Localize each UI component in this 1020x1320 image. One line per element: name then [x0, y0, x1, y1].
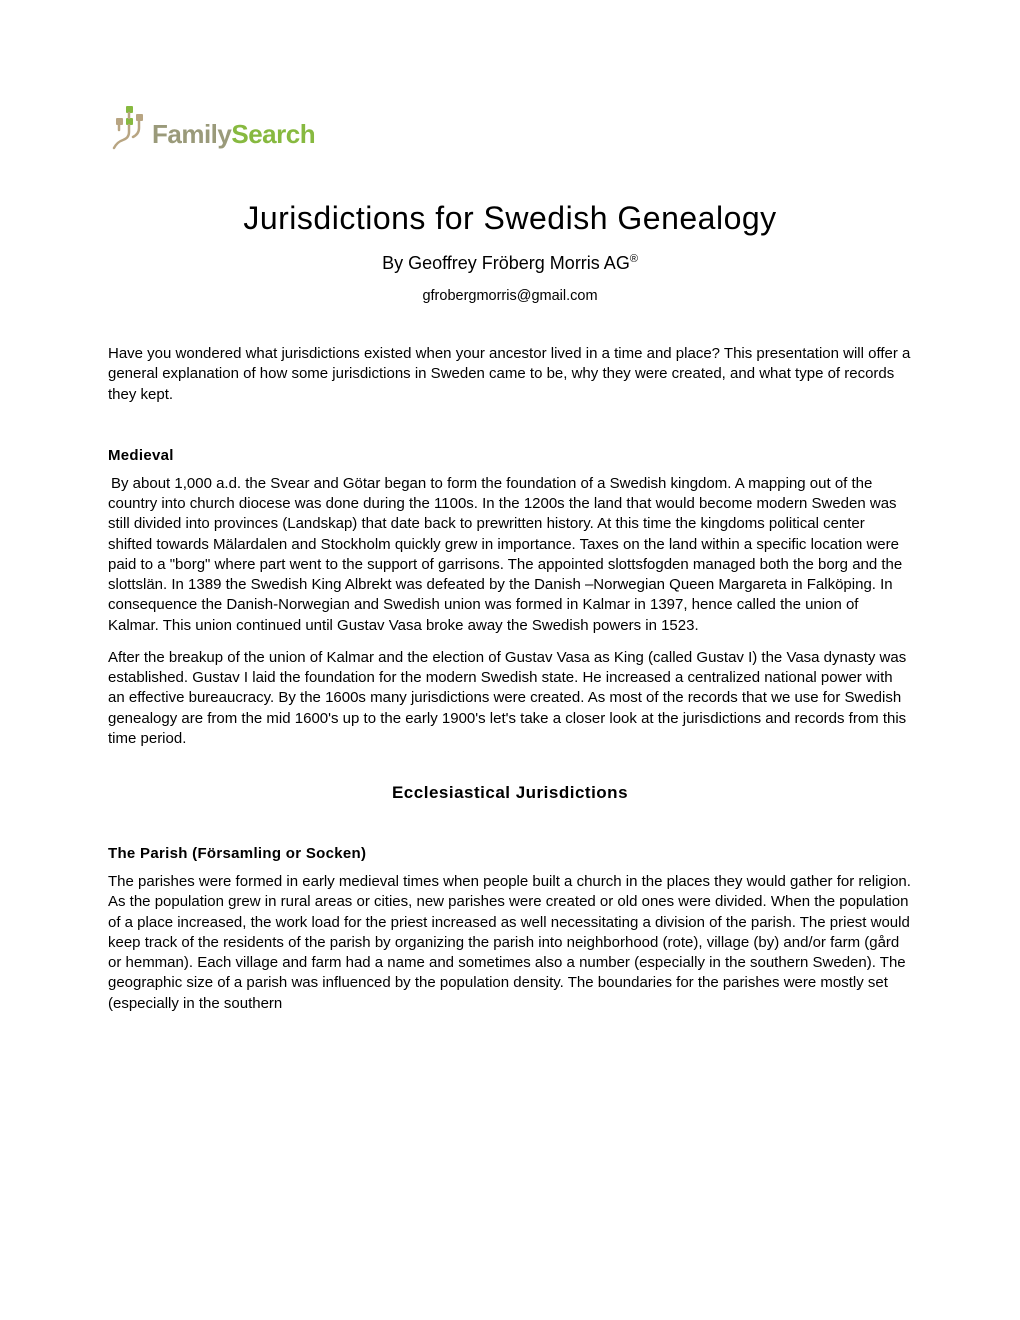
logo-container: FamilySearch	[108, 100, 912, 150]
parish-heading: The Parish (Församling or Socken)	[108, 845, 912, 862]
familysearch-logo: FamilySearch	[108, 100, 912, 150]
logo-text-search: Search	[231, 119, 315, 149]
medieval-para2: After the breakup of the union of Kalmar…	[108, 648, 912, 749]
logo-text-family: Family	[152, 119, 231, 149]
registered-mark: ®	[630, 253, 638, 265]
intro-paragraph: Have you wondered what jurisdictions exi…	[108, 344, 912, 405]
author-email: gfrobergmorris@gmail.com	[108, 288, 912, 304]
byline-prefix: By	[382, 253, 408, 273]
medieval-para1: By about 1,000 a.d. the Svear and Götar …	[108, 474, 912, 636]
logo-text: FamilySearch	[152, 119, 315, 150]
document-title: Jurisdictions for Swedish Genealogy	[108, 200, 912, 237]
ecclesiastical-heading: Ecclesiastical Jurisdictions	[108, 783, 912, 803]
author-name: Geoffrey Fröberg Morris AG	[408, 253, 630, 273]
byline: By Geoffrey Fröberg Morris AG®	[108, 253, 912, 274]
medieval-heading: Medieval	[108, 447, 912, 464]
parish-para1: The parishes were formed in early mediev…	[108, 872, 912, 1014]
tree-icon	[108, 100, 150, 150]
